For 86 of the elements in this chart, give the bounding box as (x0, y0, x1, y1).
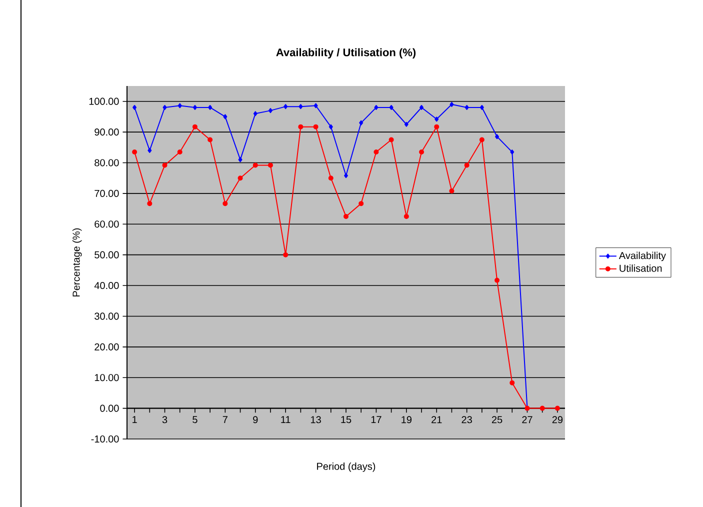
point (480, 104, 484, 110)
x-tick-label: 7 (222, 416, 228, 423)
chart-title: Availability / Utilisation (%) (276, 48, 416, 58)
point (389, 104, 394, 110)
y-tick-label: 100.00 (89, 98, 119, 105)
y-tick-label: 0.00 (100, 404, 119, 412)
point (495, 134, 500, 140)
x-axis-title: Period (days) (317, 462, 376, 472)
point (374, 149, 379, 154)
point (283, 252, 288, 258)
point (178, 103, 182, 108)
point (268, 108, 272, 114)
point (328, 124, 333, 130)
point (298, 124, 304, 130)
point (192, 104, 197, 110)
point (494, 278, 500, 283)
point (434, 124, 440, 130)
point (449, 188, 454, 194)
x-tick-label: 23 (462, 416, 472, 424)
x-tick-label: 5 (192, 416, 198, 424)
y-tick-label: 60.00 (94, 220, 119, 228)
legend-label: Utilisation (620, 264, 662, 272)
point (434, 116, 439, 122)
point (162, 104, 167, 110)
point (253, 111, 258, 116)
y-tick-label: 90.00 (94, 128, 119, 136)
point (298, 104, 303, 110)
y-tick-label: 10.00 (94, 374, 119, 382)
y-tick-label: 50.00 (94, 251, 119, 258)
legend-label: Availability (618, 252, 666, 262)
y-tick-label: 20.00 (94, 343, 119, 350)
point (464, 104, 469, 110)
y-axis-title: Percentage (%) (72, 228, 82, 296)
point (359, 120, 364, 126)
point (510, 380, 515, 386)
x-tick-label: 29 (552, 416, 563, 424)
point (344, 173, 348, 178)
point (268, 162, 273, 168)
x-tick-label: 13 (311, 416, 321, 424)
point (284, 104, 288, 110)
point (177, 149, 182, 154)
x-tick-label: 25 (492, 416, 502, 424)
point (208, 104, 212, 110)
point (238, 157, 242, 162)
point (328, 176, 334, 181)
point (479, 137, 484, 142)
point (420, 104, 424, 110)
point (358, 201, 364, 206)
y-tick-label: 40.00 (94, 282, 119, 290)
point (132, 104, 137, 110)
x-tick-label: 17 (371, 416, 382, 423)
point (450, 102, 454, 107)
x-tick-label: 1 (132, 416, 137, 423)
point (208, 137, 213, 142)
point (132, 149, 138, 154)
point (374, 104, 378, 110)
x-tick-label: 19 (402, 416, 412, 424)
point (313, 124, 318, 130)
point (510, 149, 514, 154)
x-tick-label: 9 (253, 416, 258, 424)
point (222, 201, 228, 206)
y-tick-label: 80.00 (94, 159, 119, 166)
x-tick-label: 11 (281, 416, 290, 423)
point (148, 148, 152, 153)
x-tick-label: 27 (522, 416, 532, 424)
y-tick-label: 70.00 (94, 190, 119, 197)
point (404, 122, 408, 127)
point (554, 406, 560, 411)
point (162, 162, 168, 168)
point (252, 162, 258, 168)
x-tick-label: 3 (162, 416, 168, 424)
point (192, 124, 198, 130)
point (147, 201, 152, 206)
point (388, 137, 394, 142)
point (314, 103, 318, 108)
x-tick-label: 15 (341, 416, 352, 424)
point (464, 162, 470, 168)
point (238, 176, 243, 181)
y-tick-label: -10.00 (91, 435, 119, 443)
point (404, 214, 409, 219)
x-tick-label: 21 (432, 416, 442, 424)
point (223, 114, 228, 120)
y-tick-label: 30.00 (94, 312, 119, 320)
point (419, 149, 424, 154)
point (540, 406, 545, 411)
point (344, 214, 348, 219)
